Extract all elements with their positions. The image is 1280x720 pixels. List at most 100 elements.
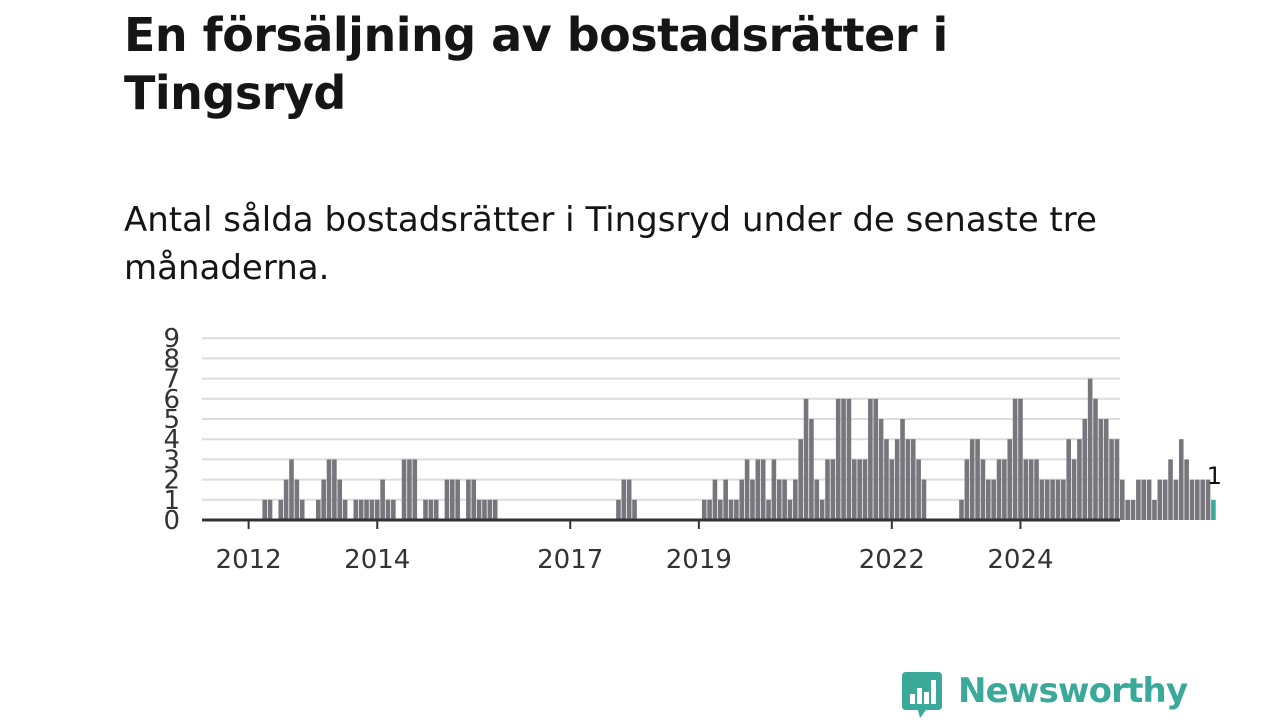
bar: [771, 459, 777, 520]
bar: [455, 479, 460, 520]
bar: [969, 439, 975, 520]
bar: [846, 398, 852, 520]
bar: [262, 499, 267, 520]
bar: [626, 479, 632, 520]
bar: [1136, 479, 1141, 520]
bar: [728, 499, 734, 520]
bar: [1157, 479, 1163, 520]
bar: [986, 479, 991, 520]
bar: [1098, 419, 1104, 520]
bar: [401, 459, 407, 520]
bar: [1152, 499, 1157, 520]
bar: [492, 499, 498, 520]
bar: [423, 499, 428, 520]
bar: [723, 479, 728, 520]
bar: [450, 479, 455, 520]
chart-title: En försäljning av bostadsrätter i Tingsr…: [124, 8, 948, 120]
y-tick-label: 9: [163, 324, 180, 354]
bar: [316, 499, 321, 520]
bar: [1044, 479, 1050, 520]
bar: [299, 499, 305, 520]
bar: [1012, 398, 1018, 520]
newsworthy-logo-icon: [902, 672, 942, 718]
chart-subtitle: Antal sålda bostadsrätter i Tingsryd und…: [124, 200, 1097, 288]
bar: [916, 459, 921, 520]
bar: [819, 499, 825, 520]
bar: [798, 439, 803, 520]
bar: [1050, 479, 1055, 520]
bar: [1071, 459, 1077, 520]
bar: [487, 499, 493, 520]
bar: [1125, 499, 1130, 520]
bar: [1168, 459, 1173, 520]
bar: [1130, 499, 1136, 520]
y-tick-label: 7: [163, 365, 180, 395]
bar: [857, 459, 862, 520]
bar: [889, 459, 895, 520]
bar: [326, 459, 332, 520]
bar: [380, 479, 385, 520]
bar: [803, 398, 809, 520]
y-tick-label: 4: [163, 425, 180, 455]
bar: [1023, 459, 1029, 520]
bar: [825, 459, 830, 520]
bar: [385, 499, 391, 520]
bar: [921, 479, 927, 520]
newsworthy-logo-text: Newsworthy: [958, 671, 1188, 711]
bar: [321, 479, 326, 520]
bar: [1184, 459, 1189, 520]
bar: [1077, 439, 1082, 520]
y-tick-label: 1: [163, 486, 180, 516]
y-tick-label: 5: [163, 405, 180, 435]
bar: [975, 439, 980, 520]
bar: [342, 499, 348, 520]
bar: [444, 479, 450, 520]
bar: [884, 439, 889, 520]
bar: [1082, 419, 1088, 520]
bar: [1211, 499, 1216, 520]
bar: [878, 419, 884, 520]
bar: [766, 499, 771, 520]
bar: [760, 459, 766, 520]
bar: [364, 499, 369, 520]
bar: [814, 479, 820, 520]
bar: [1028, 459, 1034, 520]
bar: [1141, 479, 1147, 520]
bar: [701, 499, 707, 520]
bar: [910, 439, 916, 520]
last-value-label: 1: [1207, 462, 1222, 490]
bar: [433, 499, 439, 520]
bar: [809, 419, 814, 520]
bar: [369, 499, 375, 520]
bar: [900, 419, 905, 520]
bar: [283, 479, 289, 520]
bar: [1189, 479, 1195, 520]
bar: [632, 499, 637, 520]
bar: [712, 479, 718, 520]
bar: [991, 479, 996, 520]
bar: [1018, 398, 1023, 520]
bar: [482, 499, 487, 520]
bar: [466, 479, 471, 520]
bar: [289, 459, 294, 520]
bar: [1200, 479, 1205, 520]
y-tick-label: 6: [163, 385, 180, 415]
bar: [1114, 439, 1120, 520]
bar: [267, 499, 273, 520]
bar: [996, 459, 1002, 520]
x-tick-label: 2019: [666, 545, 732, 575]
bar: [391, 499, 396, 520]
bar: [787, 499, 793, 520]
bar: [1007, 439, 1013, 520]
bar: [1087, 378, 1093, 520]
bar: [407, 459, 412, 520]
bars: [262, 378, 1216, 520]
bar: [1205, 479, 1211, 520]
bar: [476, 499, 482, 520]
bar: [621, 479, 627, 520]
bar: [841, 398, 846, 520]
bar: [744, 459, 750, 520]
bar: [718, 499, 723, 520]
